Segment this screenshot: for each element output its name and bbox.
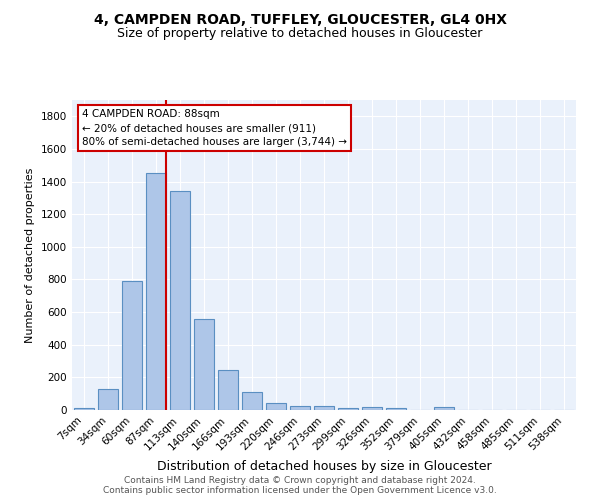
Text: Contains HM Land Registry data © Crown copyright and database right 2024.: Contains HM Land Registry data © Crown c… (124, 476, 476, 485)
Bar (242, 392, 262, 410)
Text: Size of property relative to detached houses in Gloucester: Size of property relative to detached ho… (118, 28, 482, 40)
Text: 4 CAMPDEN ROAD: 88sqm
← 20% of detached houses are smaller (911)
80% of semi-det: 4 CAMPDEN ROAD: 88sqm ← 20% of detached … (82, 110, 347, 148)
Bar (74, 408, 94, 410)
Bar (98, 389, 118, 410)
Bar (194, 318, 214, 410)
Bar (290, 406, 310, 410)
Bar (146, 174, 166, 410)
Y-axis label: Number of detached properties: Number of detached properties (25, 168, 35, 342)
Bar (314, 406, 334, 410)
Bar (170, 192, 190, 410)
Bar (122, 281, 142, 410)
Bar (266, 404, 286, 410)
X-axis label: Distribution of detached houses by size in Gloucester: Distribution of detached houses by size … (157, 460, 491, 473)
Bar (218, 370, 238, 410)
Bar (386, 408, 406, 410)
Bar (362, 407, 382, 410)
Bar (434, 406, 454, 410)
Text: Contains public sector information licensed under the Open Government Licence v3: Contains public sector information licen… (103, 486, 497, 495)
Bar (338, 408, 358, 410)
Text: 4, CAMPDEN ROAD, TUFFLEY, GLOUCESTER, GL4 0HX: 4, CAMPDEN ROAD, TUFFLEY, GLOUCESTER, GL… (94, 12, 506, 26)
